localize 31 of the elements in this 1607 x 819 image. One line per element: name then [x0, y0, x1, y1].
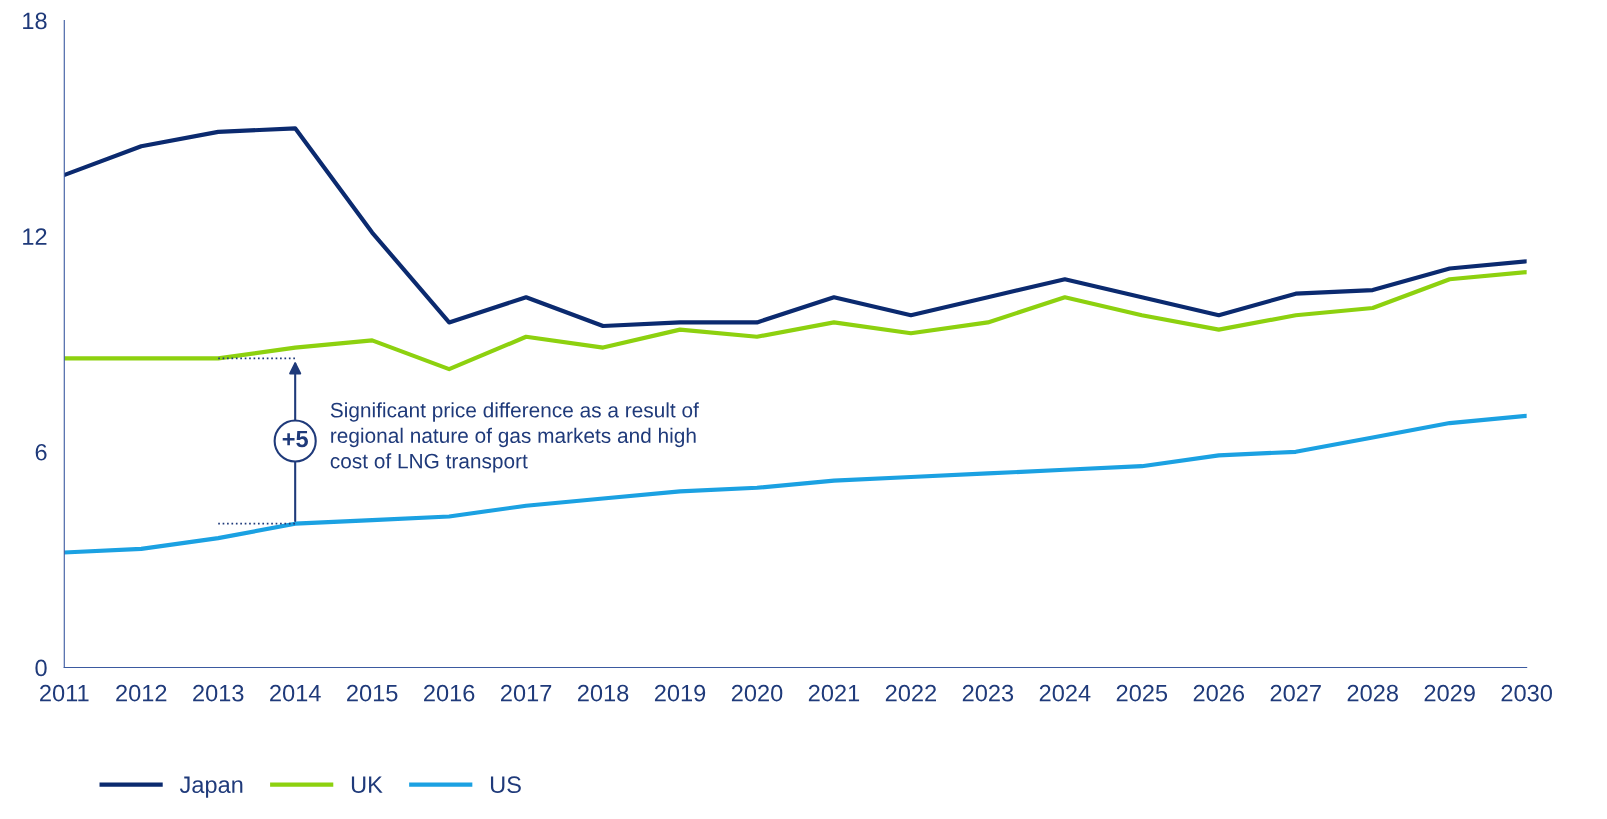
legend-label: UK — [351, 776, 383, 794]
x-tick-label: 2015 — [347, 684, 398, 702]
annotation: Significant price difference as a result of regional nature of gas markets and high cost of LNG transport — [330, 402, 699, 473]
x-tick-label: 2014 — [270, 684, 321, 702]
legend-label: Japan — [179, 776, 243, 798]
y-tick-label: 12 — [23, 228, 47, 245]
x-tick-label: 2012 — [116, 684, 167, 702]
x-tick-label: 2016 — [424, 684, 475, 702]
x-tick-label: 2025 — [1116, 684, 1168, 702]
x-tick-label: 2018 — [577, 684, 629, 702]
line-series — [64, 126, 1527, 329]
legend-label: US — [490, 776, 521, 794]
line-series — [64, 270, 1527, 372]
x-tick-label: 2017 — [501, 684, 552, 702]
y-tick-label: 6 — [35, 443, 47, 461]
y-tick-label: 0 — [35, 659, 47, 677]
x-tick-label: 2024 — [1039, 684, 1091, 702]
x-tick-label: 2022 — [885, 684, 936, 702]
x-tick-label: 2023 — [962, 684, 1014, 702]
y-tick-label: 18 — [23, 12, 47, 30]
x-tick-label: 2020 — [731, 684, 783, 702]
x-tick-label: 2011 — [40, 684, 89, 702]
x-tick-label: 2019 — [654, 684, 706, 702]
x-tick-label: 2030 — [1501, 684, 1552, 702]
x-tick-label: 2013 — [193, 684, 244, 702]
annotation: +5 — [282, 430, 308, 448]
x-tick-label: 2027 — [1270, 684, 1321, 702]
x-tick-label: 2021 — [808, 684, 860, 702]
x-tick-label: 2029 — [1424, 684, 1475, 702]
x-tick-label: 2028 — [1347, 684, 1398, 702]
x-tick-label: 2026 — [1193, 684, 1245, 702]
